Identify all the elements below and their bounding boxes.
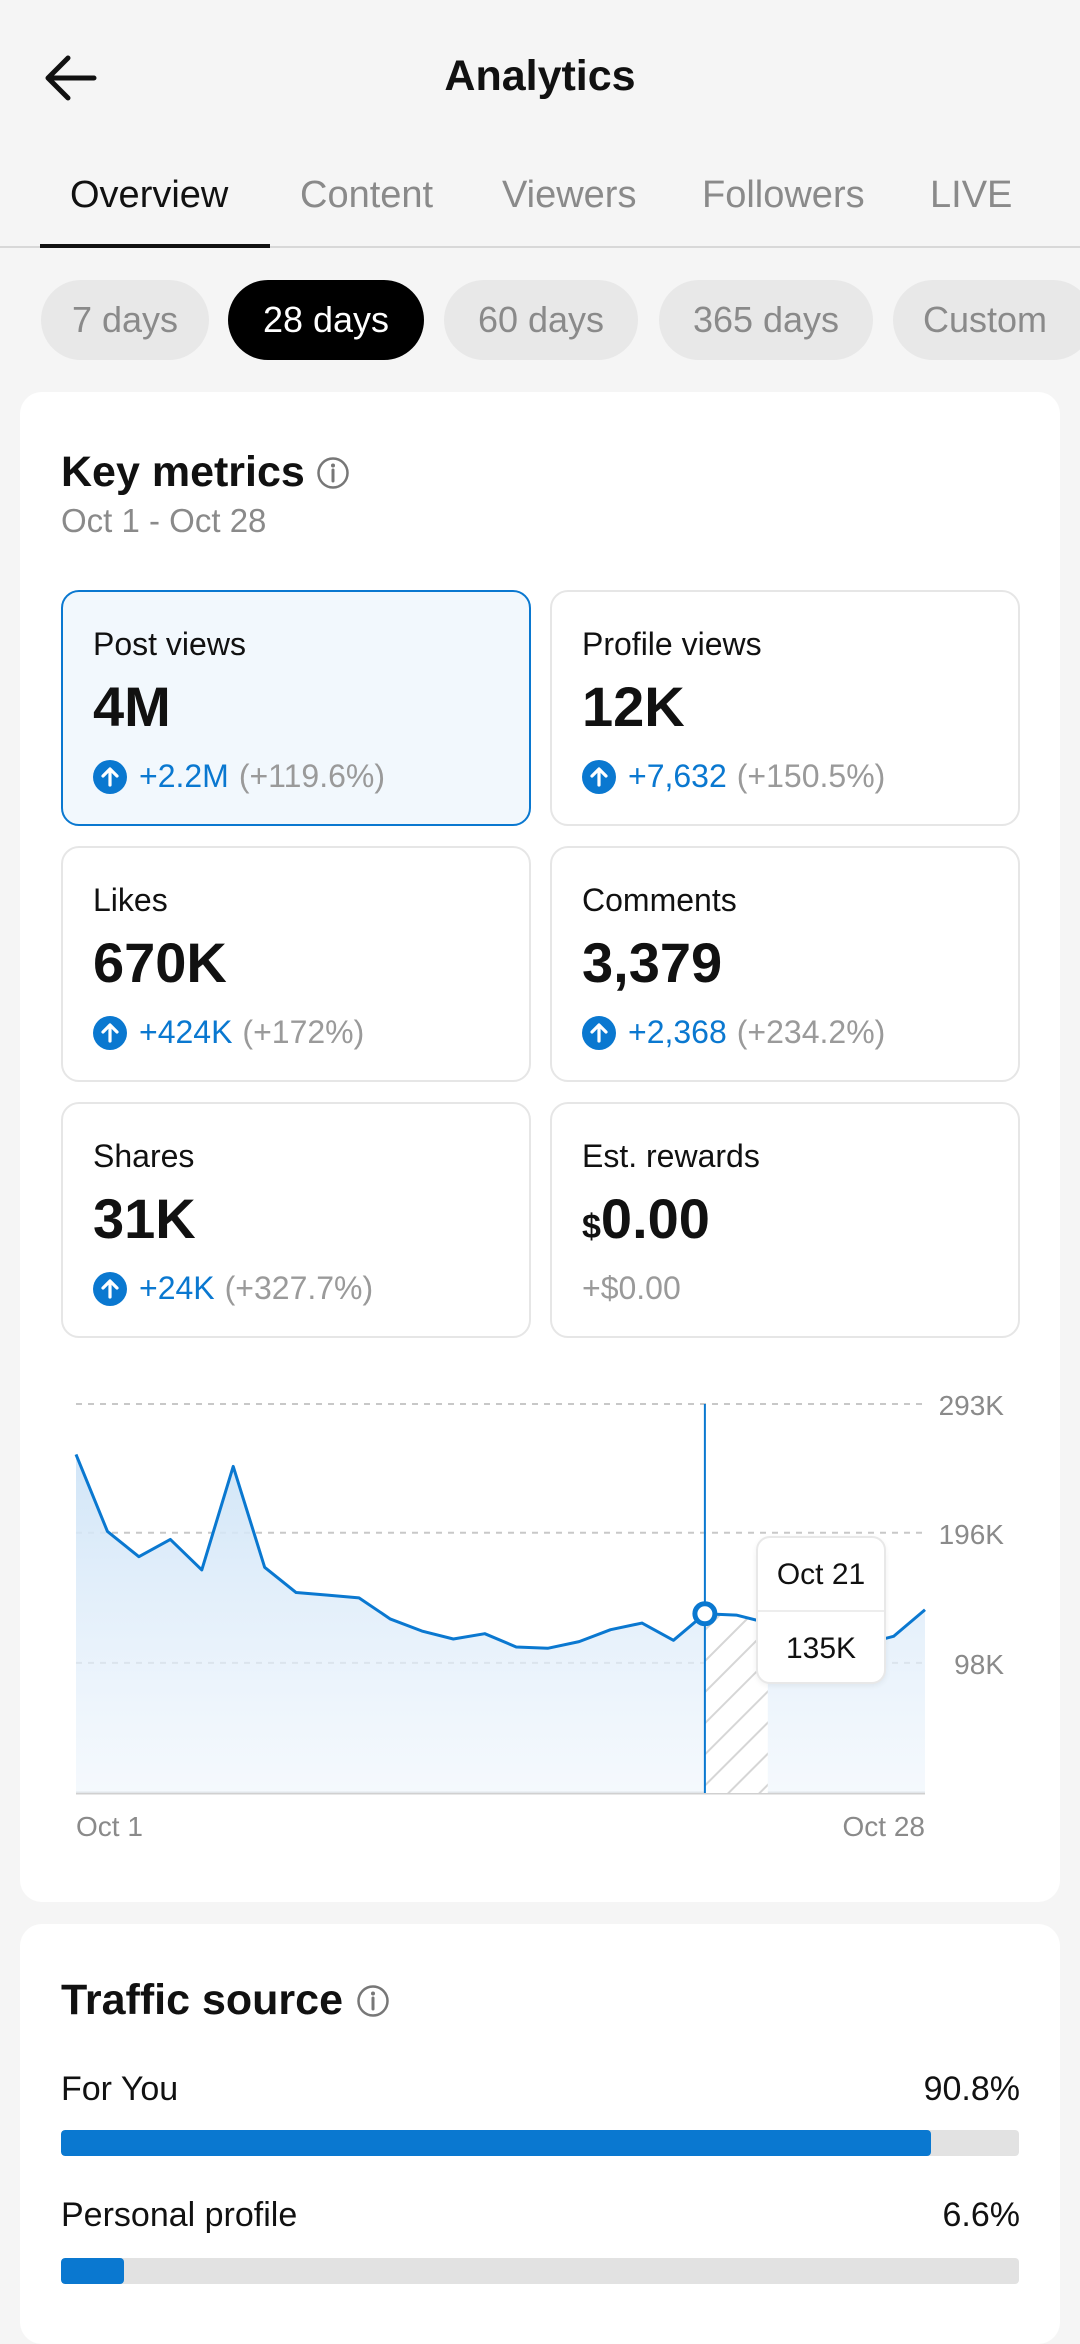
metric-percent: (+234.2%): [736, 1014, 886, 1050]
metric-label: Shares: [93, 1138, 195, 1174]
y-tick-label: 98K: [954, 1649, 1004, 1680]
period-custom[interactable]: Custom: [893, 280, 1080, 360]
metric-value: $0.00: [582, 1186, 710, 1251]
tab-bar: Overview Content Viewers Followers LIVE: [0, 170, 1080, 248]
arrow-up-circle-icon: [93, 759, 127, 794]
back-arrow-icon[interactable]: [40, 50, 104, 110]
traffic-source-title: Traffic source: [61, 1976, 343, 2024]
traffic-source-bar: [61, 2130, 1019, 2156]
metric-change: +424K (+172%): [93, 1014, 364, 1051]
arrow-up-circle-icon: [582, 1015, 616, 1050]
metric-label: Est. rewards: [582, 1138, 760, 1174]
y-tick-label: 196K: [939, 1519, 1005, 1550]
metric-percent: (+150.5%): [736, 758, 886, 794]
metric-percent: (+172%): [242, 1014, 365, 1050]
metric-change: +$0.00: [582, 1270, 681, 1307]
metric-delta: +24K: [139, 1270, 215, 1306]
tooltip-divider: [758, 1610, 884, 1612]
post-views-chart[interactable]: 293K 196K 98K Oct 1 Oct 28: [0, 0, 1080, 1900]
metric-value: 12K: [582, 675, 685, 738]
rewards-amount: 0.00: [600, 1187, 710, 1250]
period-selector: 7 days 28 days 60 days 365 days Custom: [0, 278, 1080, 362]
date-range: Oct 1 - Oct 28: [61, 502, 267, 539]
traffic-source-percent: 90.8%: [923, 2070, 1020, 2108]
info-icon[interactable]: [316, 456, 350, 490]
metric-percent: (+327.7%): [224, 1270, 374, 1306]
y-tick-label: 293K: [939, 1390, 1005, 1421]
metric-value: 670K: [93, 931, 227, 994]
tab-content[interactable]: Content: [300, 174, 434, 216]
metric-profile-views[interactable]: Profile views 12K +7,632 (+150.5%): [550, 590, 1020, 826]
metric-post-views[interactable]: Post views 4M +2.2M (+119.6%): [61, 590, 531, 826]
traffic-source-label: Personal profile: [61, 2196, 298, 2234]
chart-highlight-point: [692, 1601, 718, 1627]
metric-delta: +2,368: [628, 1014, 727, 1050]
arrow-up-circle-icon: [93, 1271, 127, 1306]
tab-viewers[interactable]: Viewers: [502, 174, 637, 216]
arrow-up-circle-icon: [582, 759, 616, 794]
active-tab-indicator: [40, 244, 270, 248]
period-7-days[interactable]: 7 days: [41, 280, 209, 360]
metric-label: Comments: [582, 882, 737, 918]
traffic-source-bar: [61, 2258, 1019, 2284]
metric-label: Likes: [93, 882, 168, 918]
tab-overview[interactable]: Overview: [70, 174, 229, 216]
traffic-source-bar-fill: [61, 2130, 931, 2156]
metric-change: +24K (+327.7%): [93, 1270, 373, 1307]
metric-label: Profile views: [582, 626, 762, 662]
currency-symbol: $: [582, 1208, 601, 1246]
metric-label: Post views: [93, 626, 246, 662]
key-metrics-title: Key metrics: [61, 448, 305, 496]
metric-value: 31K: [93, 1187, 196, 1250]
metric-delta: +424K: [139, 1014, 233, 1050]
metric-change: +7,632 (+150.5%): [582, 758, 885, 795]
metric-delta: +7,632: [628, 758, 727, 794]
period-365-days[interactable]: 365 days: [659, 280, 873, 360]
x-tick-label: Oct 1: [76, 1811, 143, 1842]
period-60-days[interactable]: 60 days: [444, 280, 638, 360]
chart-tooltip: Oct 21 135K: [756, 1536, 886, 1684]
tab-followers[interactable]: Followers: [702, 174, 865, 216]
chart-hatched-area: [704, 1613, 768, 1793]
traffic-source-percent: 6.6%: [942, 2196, 1021, 2234]
metric-shares[interactable]: Shares 31K +24K (+327.7%): [61, 1102, 531, 1338]
tab-live[interactable]: LIVE: [930, 174, 1013, 216]
traffic-source-label: For You: [61, 2070, 179, 2108]
tooltip-date: Oct 21: [776, 1558, 866, 1591]
tooltip-value: 135K: [785, 1632, 857, 1665]
metric-value: 3,379: [582, 931, 723, 994]
metric-est-rewards[interactable]: Est. rewards $0.00 +$0.00: [550, 1102, 1020, 1338]
metric-comments[interactable]: Comments 3,379 +2,368 (+234.2%): [550, 846, 1020, 1082]
period-28-days[interactable]: 28 days: [228, 280, 424, 360]
x-tick-label: Oct 28: [843, 1811, 925, 1842]
traffic-source-card: Traffic source For You 90.8% Personal pr…: [20, 1924, 1060, 2344]
traffic-source-bar-fill: [61, 2258, 125, 2284]
arrow-up-circle-icon: [93, 1015, 127, 1050]
metric-change: +2,368 (+234.2%): [582, 1014, 885, 1051]
page-title: Analytics: [444, 52, 636, 100]
metric-delta: +2.2M: [139, 758, 229, 794]
metric-percent: (+119.6%): [238, 758, 385, 794]
header: Analytics: [0, 0, 1080, 160]
info-icon[interactable]: [356, 1984, 390, 2018]
metric-likes[interactable]: Likes 670K +424K (+172%): [61, 846, 531, 1082]
metric-delta: +$0.00: [582, 1270, 681, 1306]
metric-change: +2.2M (+119.6%): [93, 758, 385, 795]
metric-value: 4M: [93, 675, 171, 738]
